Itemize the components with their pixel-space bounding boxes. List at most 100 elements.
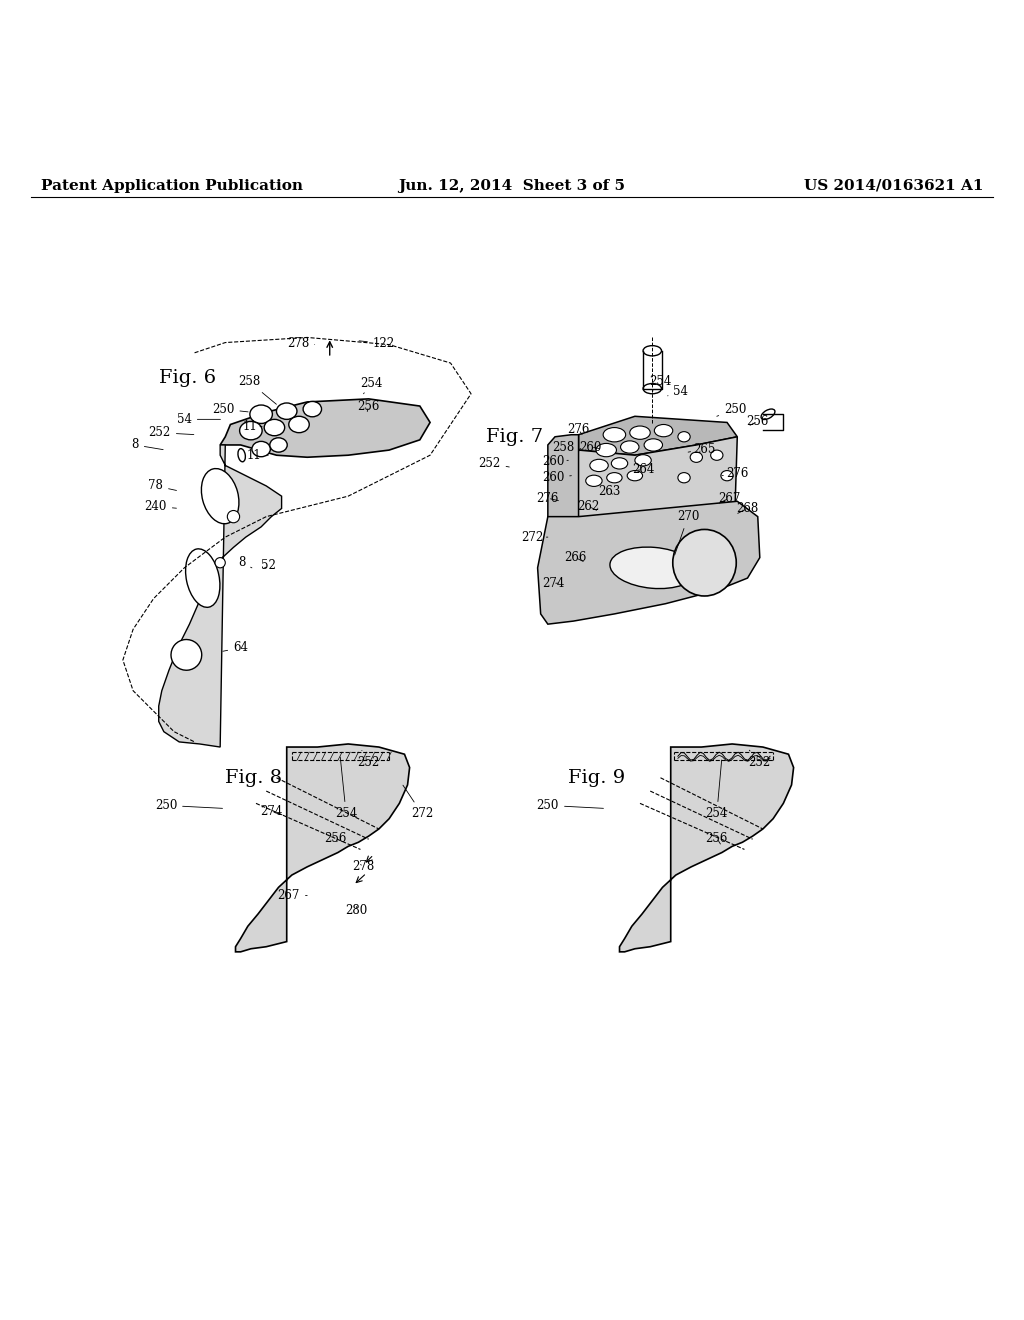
Ellipse shape [264,420,285,436]
Polygon shape [538,502,760,624]
Text: 268: 268 [736,502,759,515]
Text: 250: 250 [717,403,746,416]
Text: 64: 64 [223,642,248,655]
Ellipse shape [654,425,673,437]
Text: 250: 250 [537,799,603,812]
Text: 254: 254 [335,756,357,820]
Ellipse shape [761,409,775,420]
Polygon shape [159,445,282,747]
Ellipse shape [240,421,262,440]
Text: 258: 258 [238,375,276,404]
Ellipse shape [630,426,650,440]
Text: Jun. 12, 2014  Sheet 3 of 5: Jun. 12, 2014 Sheet 3 of 5 [398,180,626,193]
Text: 274: 274 [260,805,283,818]
Text: 280: 280 [345,904,368,917]
Text: 264: 264 [632,463,654,477]
Ellipse shape [289,416,309,433]
Ellipse shape [678,432,690,442]
Text: 54: 54 [668,385,688,399]
Text: 122: 122 [359,337,395,350]
Text: 276: 276 [722,467,749,480]
Polygon shape [236,744,410,952]
Text: 254: 254 [360,378,383,393]
Ellipse shape [202,469,239,524]
Text: 256: 256 [325,832,347,845]
Polygon shape [579,416,737,455]
Text: 54: 54 [177,413,220,426]
Ellipse shape [227,511,240,523]
Ellipse shape [690,453,702,462]
Ellipse shape [621,441,639,453]
Text: 256: 256 [357,400,380,413]
Ellipse shape [238,449,246,462]
Ellipse shape [250,405,272,424]
Text: 272: 272 [521,531,548,544]
Ellipse shape [303,401,322,417]
Text: 256: 256 [706,832,728,845]
Text: 267: 267 [278,890,307,902]
Ellipse shape [603,428,626,442]
Text: 263: 263 [598,484,621,498]
Text: Fig. 6: Fig. 6 [159,370,216,387]
Ellipse shape [611,458,628,469]
Text: 254: 254 [649,375,672,392]
Text: 8: 8 [238,556,252,569]
Text: 266: 266 [564,552,587,564]
Text: 252: 252 [357,751,380,768]
Text: 260: 260 [542,455,568,467]
Text: 260: 260 [542,471,571,484]
Text: 252: 252 [148,426,194,440]
Ellipse shape [711,450,723,461]
Text: 78: 78 [148,479,176,492]
Text: US 2014/0163621 A1: US 2014/0163621 A1 [804,180,983,193]
Polygon shape [571,437,737,519]
Text: 278: 278 [352,861,375,874]
Text: 265: 265 [688,442,716,455]
Text: 8: 8 [131,438,163,451]
Ellipse shape [586,475,602,487]
Text: 260: 260 [580,441,602,454]
Ellipse shape [171,639,202,671]
Ellipse shape [215,557,225,568]
Text: 274: 274 [542,577,564,590]
Text: 52: 52 [261,560,275,573]
Polygon shape [620,744,794,952]
Text: 267: 267 [718,492,740,504]
Ellipse shape [185,549,220,607]
Ellipse shape [596,444,616,457]
Text: 276: 276 [537,492,559,504]
Text: Patent Application Publication: Patent Application Publication [41,180,303,193]
Ellipse shape [643,346,662,356]
Text: 252: 252 [478,457,509,470]
Ellipse shape [252,441,270,457]
Text: 250: 250 [155,799,222,812]
Text: 252: 252 [749,750,771,768]
Text: 272: 272 [403,785,433,820]
Ellipse shape [627,470,643,480]
Text: 250: 250 [212,403,248,416]
Ellipse shape [635,454,651,466]
Ellipse shape [721,470,733,480]
Ellipse shape [276,403,297,420]
Text: 262: 262 [578,500,600,513]
Text: Fig. 8: Fig. 8 [225,768,283,787]
Text: 278: 278 [287,337,314,350]
Ellipse shape [643,384,662,393]
Ellipse shape [590,459,608,471]
Polygon shape [220,399,430,457]
Ellipse shape [610,546,696,589]
Text: 276: 276 [567,424,590,436]
Ellipse shape [678,473,690,483]
Text: 240: 240 [144,500,176,513]
Ellipse shape [270,438,287,453]
Text: 11: 11 [247,449,268,462]
Text: 256: 256 [746,414,769,428]
Ellipse shape [606,473,622,483]
Text: Fig. 9: Fig. 9 [568,768,626,787]
Ellipse shape [644,438,663,451]
Text: 11: 11 [243,420,262,433]
Ellipse shape [673,529,736,597]
Text: 258: 258 [552,441,581,454]
Text: 254: 254 [706,760,728,820]
Polygon shape [548,434,579,532]
